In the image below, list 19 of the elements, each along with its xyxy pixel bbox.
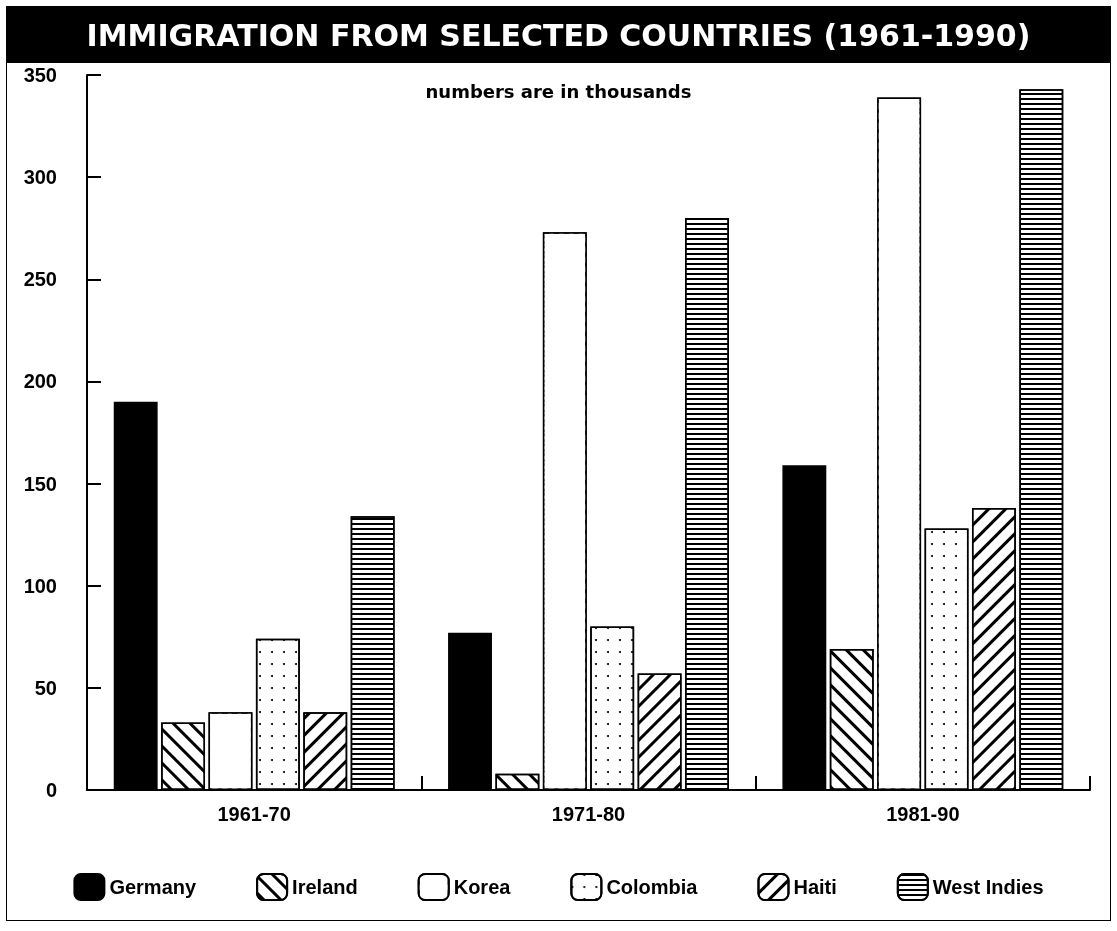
- y-tick-label: 150: [23, 472, 57, 495]
- y-tick-label: 250: [23, 268, 57, 291]
- y-tick-label: 350: [23, 64, 57, 86]
- chart-title: IMMIGRATION FROM SELECTED COUNTRIES (1961-1990): [7, 7, 1110, 63]
- x-tick-label: 1971-80: [551, 803, 626, 825]
- legend-label: West Indies: [932, 876, 1044, 898]
- legend-label: Korea: [453, 876, 512, 898]
- legend-label: Ireland: [292, 876, 358, 898]
- chart-subtitle: numbers are in thousands: [425, 80, 692, 102]
- y-tick-label: 0: [45, 779, 57, 801]
- legend-label: Haiti: [793, 876, 837, 898]
- y-tick-label: 100: [23, 574, 57, 597]
- y-tick-label: 200: [23, 370, 57, 393]
- legend-label: Germany: [109, 876, 197, 898]
- legend-label: Colombia: [606, 876, 699, 898]
- y-tick-label: 50: [34, 676, 57, 699]
- x-tick-label: 1961-70: [217, 803, 291, 825]
- x-tick-label: 1981-90: [886, 803, 960, 825]
- y-tick-label: 300: [23, 166, 57, 189]
